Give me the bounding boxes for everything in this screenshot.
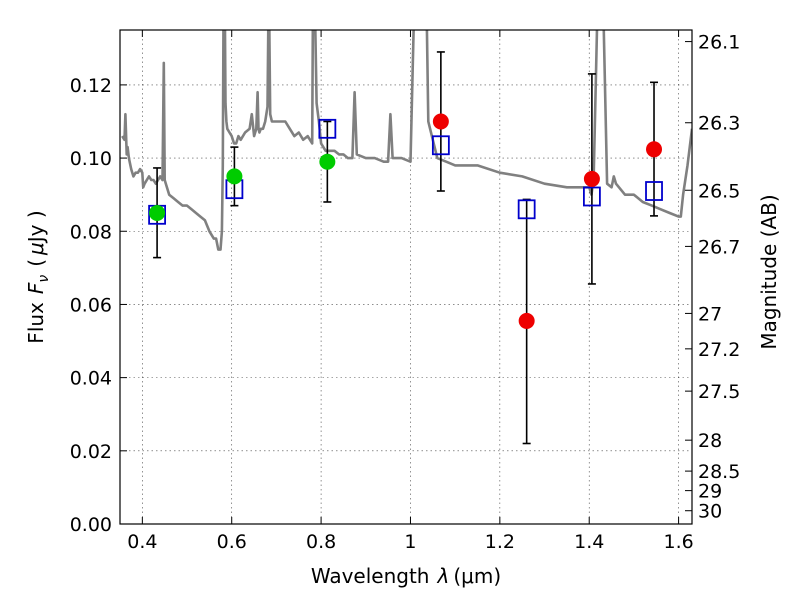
model-square-marker — [645, 181, 663, 201]
infrared-point-marker — [646, 141, 663, 158]
mag-tick-label: 26.7 — [698, 236, 740, 258]
markers — [148, 113, 663, 329]
spectrum-line — [121, 30, 692, 251]
mag-tick-label: 28 — [698, 430, 722, 452]
x-tick-label: 0.6 — [217, 531, 247, 553]
model-square-marker — [583, 186, 601, 207]
model-square-marker — [318, 118, 337, 139]
x-tick-label: 0.4 — [127, 531, 157, 553]
x-tick-label: 1 — [404, 531, 416, 553]
y-tick-label: 0.08 — [70, 221, 112, 243]
x-tick-label: 1.6 — [663, 531, 693, 553]
y2-axis-label: Magnitude (AB) — [757, 194, 781, 349]
y-tick-label: 0.06 — [70, 294, 112, 316]
infrared-point-marker — [432, 113, 449, 130]
plot-area — [120, 30, 692, 524]
optical-point-marker — [226, 168, 243, 185]
mag-tick-label: 30 — [698, 501, 722, 523]
axis-ticks: 0.4 0.6 0.8 1 1.2 1.4 1.6 0.00 0.02 0.04 0.06 0.08 0… — [70, 30, 740, 553]
model-square-marker — [431, 135, 450, 156]
optical-point-marker — [149, 204, 166, 221]
optical-point-marker — [319, 153, 336, 170]
x-tick-label: 0.8 — [306, 531, 336, 553]
x-tick-label: 1.4 — [574, 531, 604, 553]
plot-frame — [119, 29, 693, 525]
y-tick-label: 0.02 — [70, 441, 112, 463]
mag-tick-label: 27 — [698, 303, 722, 325]
y-tick-label: 0.10 — [70, 148, 112, 170]
x-axis-label: Wavelength λ (μm) — [311, 564, 501, 588]
x-tick-label: 1.2 — [485, 531, 515, 553]
y-tick-label: 0.04 — [70, 368, 112, 390]
mag-tick-label: 29 — [698, 481, 722, 503]
mag-tick-label: 26.1 — [698, 32, 740, 54]
mag-tick-label: 26.5 — [698, 180, 740, 202]
model-square-marker — [517, 199, 536, 220]
mag-tick-label: 27.2 — [698, 339, 740, 361]
infrared-point-marker — [583, 170, 600, 187]
infrared-point-marker — [518, 312, 535, 329]
y-tick-label: 0.12 — [70, 75, 112, 97]
mag-tick-label: 26.3 — [698, 113, 740, 135]
y-axis-label: FluxFν(μJy ) — [24, 210, 52, 343]
mag-tick-label: 28.5 — [698, 461, 740, 483]
y-tick-label: 0.00 — [70, 514, 112, 536]
mag-tick-label: 27.5 — [698, 381, 740, 403]
